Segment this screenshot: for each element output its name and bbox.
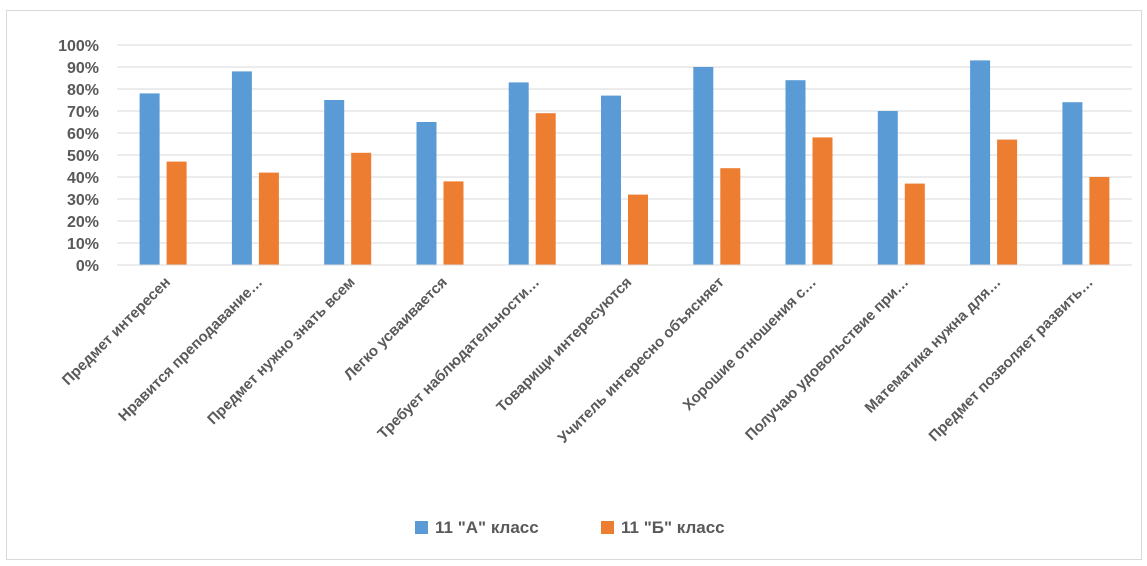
y-tick-label: 10% [67,236,99,253]
x-tick-label: Получаю удовольствие при… [742,274,912,444]
bar [693,67,714,265]
y-tick-label: 100% [58,38,99,55]
legend: 11 "А" класс 11 "Б" класс [415,518,725,537]
bar [1062,102,1083,265]
bar [970,60,991,266]
bars [139,60,1110,266]
bar [166,161,187,265]
x-tick-label: Требует наблюдательности… [374,274,543,443]
x-tick-label: Учитель интересно объясняет [555,274,728,447]
legend-swatch [415,521,428,534]
bar [535,113,556,265]
bar [601,95,621,265]
bar [416,122,437,265]
bar [324,100,345,265]
legend-swatch [601,521,614,534]
y-tick-label: 50% [67,148,99,165]
y-tick-label: 60% [67,126,99,143]
bar [628,194,648,265]
legend-label: 11 "Б" класс [621,518,725,537]
bar [139,93,160,266]
x-tick-label: Предмет позволяет развить… [926,274,1097,445]
bar [231,71,252,266]
bar-chart: 0% 10% 20% 30% 40% 50% 60% 70% 80% 90% 100% Предме… [58,38,1132,537]
bar [997,139,1018,265]
legend-label: 11 "А" класс [435,518,539,537]
y-tick-label: 70% [67,104,99,121]
y-axis-ticks: 0% 10% 20% 30% 40% 50% 60% 70% 80% 90% 100% [58,38,99,275]
bar [785,80,806,265]
bar [720,168,741,265]
bar [508,82,529,266]
gridlines [117,44,1132,244]
bar [904,183,925,265]
chart-frame: 0% 10% 20% 30% 40% 50% 60% 70% 80% 90% 100% Предме… [6,10,1142,560]
y-tick-label: 80% [67,82,99,99]
y-tick-label: 40% [67,170,99,187]
bar [877,111,898,265]
y-tick-label: 30% [67,192,99,209]
y-tick-label: 90% [67,60,99,77]
bar [258,172,279,265]
bar [1089,177,1110,265]
bar [812,137,833,265]
x-tick-label: Нравится преподавание… [115,274,266,425]
y-tick-label: 20% [67,214,99,231]
bar [351,152,372,265]
bar [443,181,464,265]
x-tick-label: Легко усваивается [341,274,451,384]
y-tick-label: 0% [76,258,99,275]
x-tick-label: Предмет нужно знать всем [204,274,358,428]
